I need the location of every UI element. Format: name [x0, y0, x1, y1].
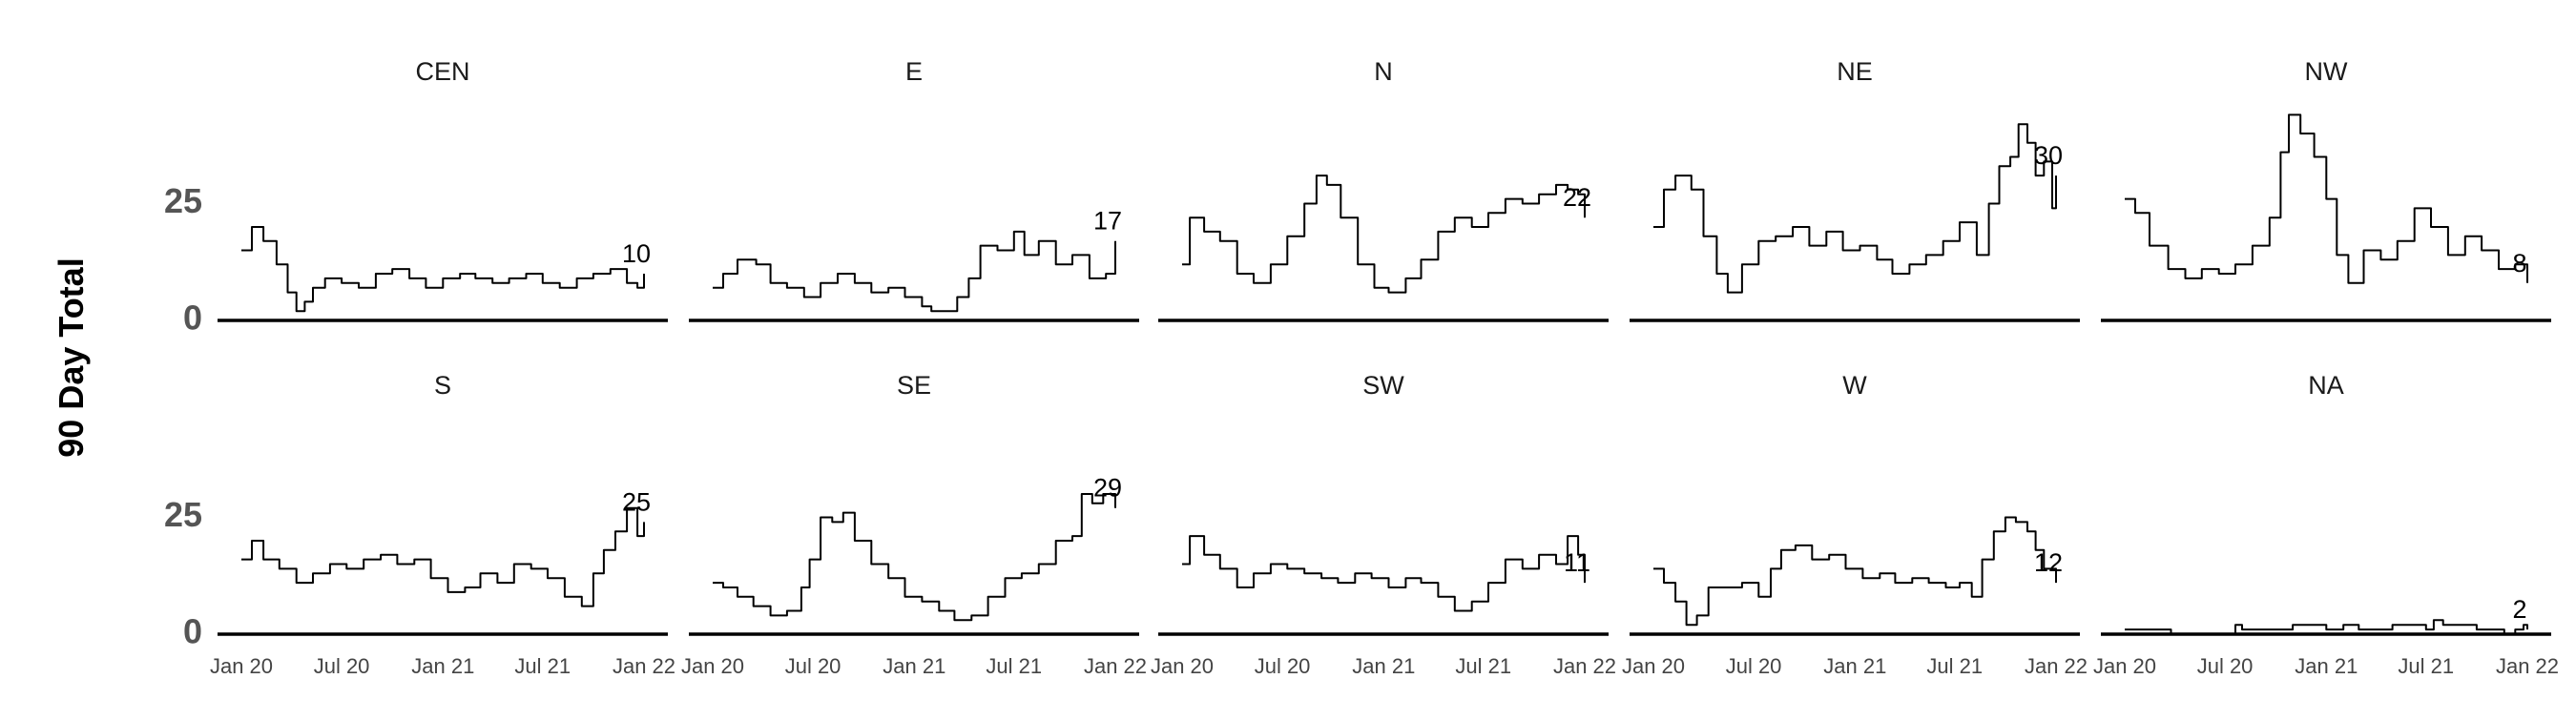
x-tick-label: Jul 21	[1926, 654, 1983, 678]
x-tick-label: Jul 20	[314, 654, 370, 678]
x-tick-label: Jan 21	[1823, 654, 1886, 678]
series-line	[713, 493, 1116, 622]
end-value-label: 11	[1564, 548, 1590, 577]
panel-title: S	[434, 371, 451, 400]
x-tick-label: Jul 21	[1455, 654, 1511, 678]
series-line	[1182, 535, 1586, 612]
x-tick-label: Jul 20	[1255, 654, 1311, 678]
panel-sw: SW 11 Jan 20 Jul 20 Jan 21 Jul 21 Jan 22	[1151, 371, 1616, 678]
panel-se: SE 29 Jan 20 Jul 20 Jan 21 Jul 21 Jan 22	[681, 371, 1147, 678]
end-value-label: 30	[2034, 141, 2063, 170]
panel-w: W 12 Jan 20 Jul 20 Jan 21 Jul 21 Jan 22	[1622, 371, 2088, 678]
x-tick-label: Jul 21	[514, 654, 571, 678]
panel-title: NW	[2305, 57, 2348, 86]
x-tick-label: Jan 22	[1553, 654, 1616, 678]
x-tick-label: Jan 22	[2496, 654, 2559, 678]
panel-nw: NW 8	[2101, 57, 2551, 322]
series-line	[713, 230, 1116, 313]
y-tick-label: 0	[183, 298, 202, 338]
end-value-label: 29	[1093, 474, 1122, 503]
x-tick-label: Jan 21	[883, 654, 945, 678]
end-value-label: 22	[1563, 183, 1591, 212]
x-tick-label: Jul 21	[2398, 654, 2454, 678]
x-tick-label: Jan 22	[2025, 654, 2088, 678]
panel-title: SW	[1362, 371, 1404, 400]
end-value-label: 12	[2034, 548, 2063, 577]
x-tick-label: Jan 20	[1151, 654, 1214, 678]
series-line	[2125, 113, 2528, 284]
panel-title: NA	[2308, 371, 2344, 400]
x-tick-label: Jan 20	[2093, 654, 2156, 678]
x-tick-label: Jul 20	[785, 654, 841, 678]
x-tick-label: Jan 21	[1352, 654, 1415, 678]
panel-title: N	[1374, 57, 1393, 86]
series-line	[1653, 516, 2057, 627]
series-line	[241, 506, 645, 607]
panel-title: NE	[1837, 57, 1873, 86]
panel-title: E	[905, 57, 923, 86]
panel-e: E 17	[689, 57, 1139, 322]
panel-title: CEN	[415, 57, 469, 86]
panel-na: NA 2 Jan 20 Jul 20 Jan 21 Jul 21 Jan 22	[2093, 371, 2559, 678]
series-line	[1653, 123, 2057, 294]
panel-n: N 22	[1158, 57, 1609, 322]
panel-cen: CEN 10	[218, 57, 668, 322]
y-tick-label: 0	[183, 612, 202, 651]
x-tick-label: Jan 20	[1622, 654, 1685, 678]
panel-title: W	[1842, 371, 1867, 400]
end-value-label: 17	[1093, 207, 1122, 236]
series-line	[2125, 619, 2528, 635]
x-tick-label: Jan 21	[2295, 654, 2358, 678]
x-tick-label: Jul 21	[986, 654, 1042, 678]
x-tick-label: Jan 22	[613, 654, 675, 678]
panel-s: S 25 Jan 20 Jul 20 Jan 21 Jul 21 Jan 22	[210, 371, 675, 678]
panel-ne: NE 30	[1630, 57, 2080, 322]
series-line	[241, 226, 645, 313]
y-axis-title: 90 Day Total	[52, 257, 91, 458]
x-tick-label: Jul 20	[1726, 654, 1782, 678]
end-value-label: 25	[622, 487, 651, 516]
end-value-label: 10	[622, 239, 651, 268]
x-tick-label: Jan 20	[681, 654, 744, 678]
x-tick-label: Jan 20	[210, 654, 273, 678]
x-tick-label: Jul 20	[2197, 654, 2254, 678]
end-value-label: 8	[2512, 249, 2526, 278]
y-tick-label: 25	[164, 495, 202, 534]
panel-title: SE	[897, 371, 931, 400]
y-tick-label: 25	[164, 181, 202, 220]
end-value-label: 2	[2512, 595, 2526, 624]
x-tick-label: Jan 22	[1084, 654, 1147, 678]
series-line	[1182, 175, 1586, 294]
x-tick-label: Jan 21	[411, 654, 474, 678]
